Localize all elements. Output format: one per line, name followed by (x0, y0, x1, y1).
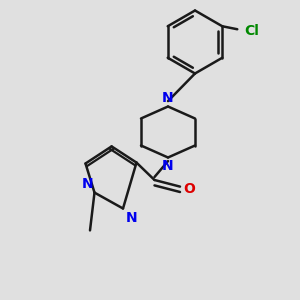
Text: N: N (81, 177, 93, 191)
Text: N: N (162, 159, 174, 173)
Text: Cl: Cl (244, 24, 259, 38)
Text: O: O (183, 182, 195, 196)
Text: N: N (125, 211, 137, 225)
Text: N: N (162, 91, 174, 105)
